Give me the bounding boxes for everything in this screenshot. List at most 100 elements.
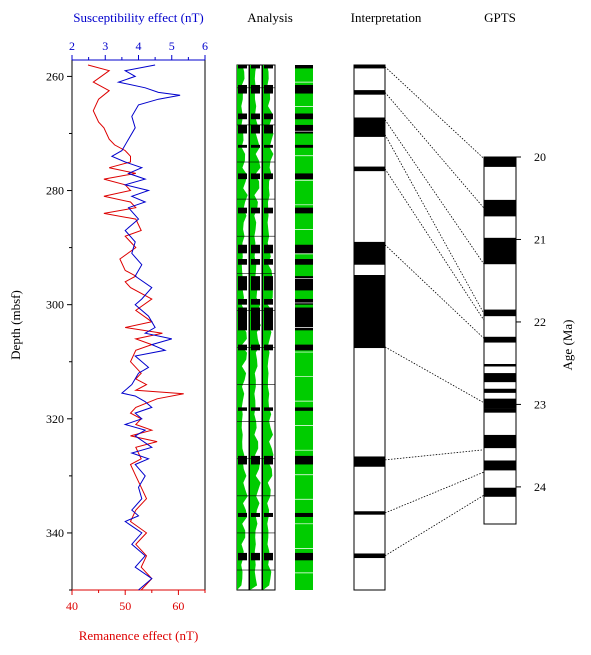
top-tick-label: 4 [136, 39, 142, 53]
analysis-black-band [238, 298, 247, 305]
correlation-line [384, 168, 485, 321]
analysis-black-band [264, 298, 273, 305]
analysis-strip-band [295, 207, 313, 214]
top-tick-label: 6 [202, 39, 208, 53]
analysis-black-band [251, 307, 260, 331]
interpretation-normal-band [354, 275, 385, 349]
analysis-black-band [264, 512, 273, 517]
analysis-black-band [238, 244, 247, 254]
interpretation-column: Interpretation [351, 10, 422, 591]
analysis-strip-band [295, 144, 313, 148]
depth-tick-label: 300 [46, 298, 64, 312]
analysis-black-band [238, 455, 247, 465]
interpretation-bands [354, 65, 385, 559]
analysis-summary-strip [295, 65, 313, 590]
gpts-normal-chron [484, 364, 516, 367]
analysis-black-band [251, 124, 260, 134]
analysis-black-band [238, 65, 247, 69]
top-axis-title: Susceptibility effect (nT) [73, 10, 203, 25]
analysis-black-band [251, 65, 260, 69]
analysis-strip-band [295, 173, 313, 180]
analysis-strip-band [295, 298, 313, 305]
analysis-strip-band [295, 344, 313, 351]
bottom-axis-title: Remanence effect (nT) [79, 628, 199, 643]
analysis-black-band [264, 144, 273, 148]
analysis-strip-band [295, 455, 313, 465]
depth-axis-ticks: 260 280 300 320 340 [46, 69, 72, 591]
analysis-black-band [251, 113, 260, 120]
susceptibility-series-line [110, 64, 181, 591]
gpts-normal-chron [484, 199, 516, 217]
analysis-black-band [238, 552, 247, 561]
analysis-title: Analysis [247, 10, 293, 25]
depth-tick-label: 280 [46, 184, 64, 198]
analysis-black-band [238, 113, 247, 120]
correlation-line [384, 471, 485, 514]
analysis-black-band [264, 65, 273, 69]
analysis-black-band [251, 244, 260, 254]
analysis-black-band [251, 276, 260, 291]
gpts-title: GPTS [484, 10, 516, 25]
correlation-line [384, 449, 485, 461]
gpts-normal-chron [484, 398, 516, 409]
interpretation-normal-band [354, 65, 385, 69]
analysis-strip-band [295, 65, 313, 69]
analysis-black-band [251, 84, 260, 94]
analysis-black-band [238, 276, 247, 291]
interpretation-normal-band [354, 166, 385, 172]
top-tick-label: 5 [169, 39, 175, 53]
analysis-panels [236, 64, 276, 591]
analysis-black-band [238, 207, 247, 214]
correlation-line [384, 346, 485, 404]
age-tick-label: 22 [534, 315, 546, 329]
age-tick-label: 20 [534, 150, 546, 164]
analysis-strip-band [295, 307, 313, 331]
analysis-black-band [264, 407, 273, 411]
gpts-normal-chron [484, 487, 516, 497]
age-axis-ticks: 20 21 22 23 24 [516, 150, 546, 494]
gpts-normal-chron [484, 336, 516, 343]
interpretation-normal-band [354, 456, 385, 467]
interpretation-normal-band [354, 553, 385, 559]
age-tick-label: 21 [534, 232, 546, 246]
analysis-black-band [251, 207, 260, 214]
analysis-black-band [264, 173, 273, 180]
age-axis-title: Age (Ma) [560, 320, 575, 371]
analysis-strip-band [295, 84, 313, 94]
analysis-black-band [238, 512, 247, 517]
analysis-strip-band [295, 512, 313, 517]
depth-tick-label: 260 [46, 69, 64, 83]
analysis-black-band [264, 455, 273, 465]
analysis-black-band [264, 552, 273, 561]
correlation-line [384, 119, 485, 265]
analysis-black-band [264, 113, 273, 120]
analysis-black-band [264, 124, 273, 134]
interpretation-normal-band [354, 90, 385, 95]
gpts-column: GPTS 20 21 22 23 24 Age (Ma) [483, 10, 575, 525]
analysis-black-band [238, 307, 247, 331]
bottom-tick-label: 50 [119, 599, 131, 613]
bottom-tick-label: 60 [172, 599, 184, 613]
age-tick-label: 23 [534, 397, 546, 411]
analysis-strip-band [295, 407, 313, 411]
analysis-strip-band [295, 124, 313, 134]
analysis-black-band [238, 259, 247, 265]
analysis-strip-band [295, 276, 313, 291]
analysis-black-band [264, 259, 273, 265]
gpts-normal-chron [484, 237, 516, 265]
gpts-normal-chron [484, 434, 516, 449]
analysis-strip-band [295, 259, 313, 265]
analysis-black-band [251, 173, 260, 180]
depth-profile-plot: 2 3 4 5 6 40 50 60 260 280 300 320 340 Susceptibil… [8, 10, 208, 643]
analysis-black-band [251, 552, 260, 561]
bottom-axis-ticks: 40 50 60 [66, 590, 206, 613]
correlation-lines [384, 66, 485, 557]
correlation-line [384, 66, 485, 159]
depth-axis-title: Depth (mbsf) [8, 290, 23, 360]
analysis-black-band [251, 259, 260, 265]
gpts-chrons [484, 157, 516, 497]
series-layer [87, 64, 184, 591]
analysis-column: Analysis [236, 10, 313, 591]
gpts-normal-chron [484, 309, 516, 317]
